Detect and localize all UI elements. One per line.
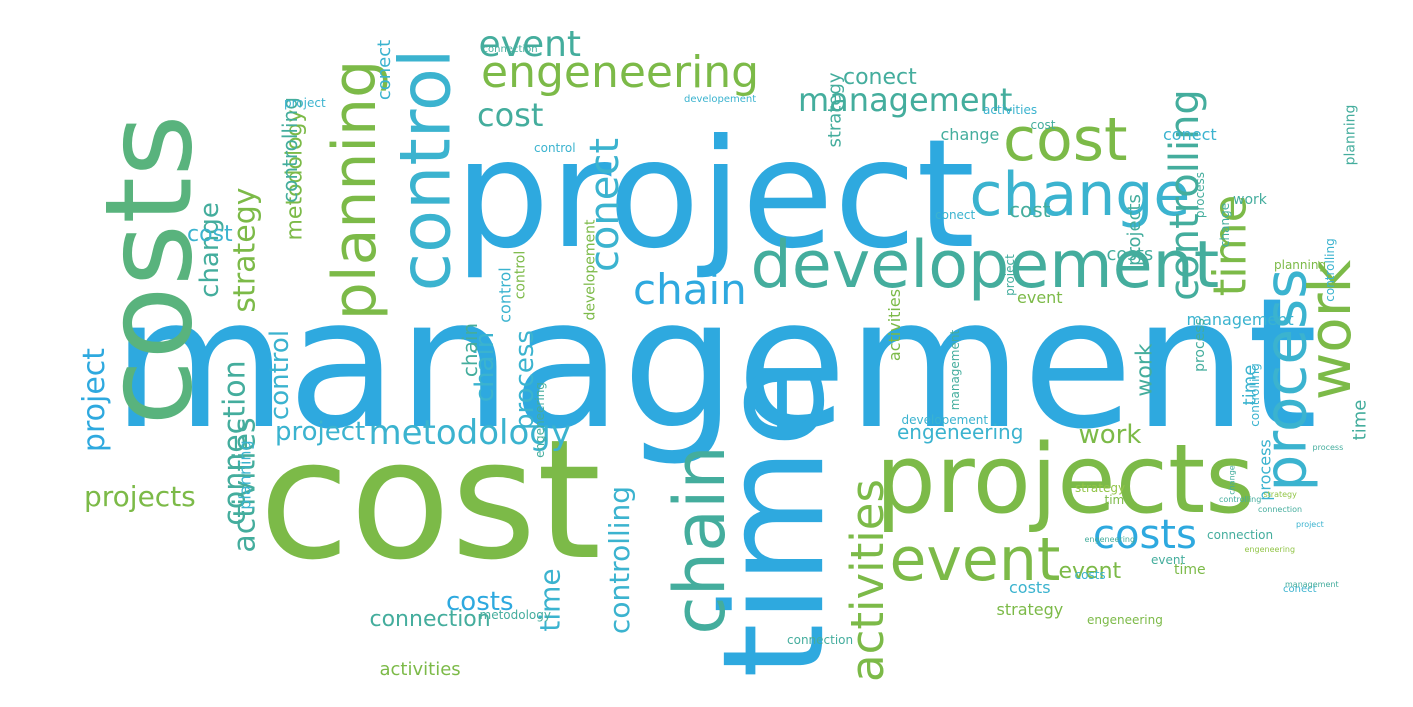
cloud-word-engeneering: engeneering	[481, 47, 760, 98]
cloud-word-developement: developement	[750, 227, 1220, 303]
cloud-word-change: change	[1227, 465, 1237, 495]
cloud-word-chain: chain	[458, 322, 483, 378]
cloud-word-change: change	[194, 202, 225, 298]
cloud-word-planning: planning	[1274, 258, 1327, 272]
cloud-word-project: project	[1002, 254, 1017, 296]
cloud-word-time: time	[1104, 493, 1132, 507]
cloud-word-management: management	[1186, 310, 1294, 329]
cloud-word-engeneering: engeneering	[1244, 545, 1296, 554]
cloud-word-conect: conect	[374, 39, 396, 101]
cloud-word-project: project	[77, 347, 113, 453]
cloud-word-event: event	[1017, 288, 1063, 307]
cloud-word-control: control	[265, 329, 296, 421]
cloud-word-project: project	[284, 96, 326, 110]
cloud-word-cost: cost	[1003, 105, 1128, 175]
cloud-word-conect: conect	[1283, 584, 1317, 595]
cloud-word-costs: costs	[1106, 244, 1154, 265]
cloud-word-activities: activities	[885, 288, 905, 362]
cloud-word-costs: costs	[446, 587, 514, 617]
cloud-word-metodology: metodology	[368, 413, 572, 453]
cloud-word-costs: costs	[1009, 578, 1051, 597]
cloud-word-costs: costs	[1074, 568, 1106, 582]
cloud-word-cost: cost	[1030, 118, 1056, 132]
cloud-word-conect: conect	[1163, 125, 1217, 144]
cloud-word-controlling: controlling	[277, 97, 302, 203]
cloud-word-strategy: strategy	[1075, 481, 1126, 495]
cloud-word-activities: activities	[379, 659, 461, 680]
cloud-word-control: control	[534, 141, 576, 155]
cloud-word-strategy: strategy	[1263, 490, 1297, 499]
cloud-word-chain: chain	[633, 265, 747, 314]
cloud-word-developement: developement	[684, 94, 757, 105]
cloud-word-conect: conect	[935, 208, 976, 222]
cloud-word-conect: conect	[843, 65, 917, 90]
cloud-word-project: project	[454, 108, 976, 282]
cloud-word-projects: projects	[84, 480, 196, 513]
cloud-word-engeneering: engeneering	[1087, 613, 1163, 627]
cloud-word-strategy: strategy	[996, 600, 1064, 619]
cloud-word-connection: connection	[482, 44, 538, 55]
cloud-word-management: management	[948, 329, 963, 411]
cloud-word-process: process	[1312, 443, 1344, 452]
cloud-word-chain: chain	[658, 445, 741, 635]
cloud-word-metodology: metodology	[479, 608, 551, 622]
cloud-word-connection: connection	[1207, 528, 1274, 542]
cloud-word-activities: activities	[840, 478, 894, 682]
cloud-word-controlling: controlling	[603, 485, 637, 635]
cloud-word-work: work	[1233, 192, 1267, 208]
cloud-word-strategy: strategy	[824, 72, 846, 148]
cloud-word-event: event	[1058, 559, 1122, 584]
cloud-word-event: event	[1151, 553, 1186, 567]
cloud-word-control: control	[495, 267, 515, 323]
cloud-word-work: work	[1132, 343, 1158, 397]
cloud-word-time: time	[533, 568, 567, 632]
cloud-word-planning: planning	[1341, 104, 1358, 166]
cloud-word-work: work	[1078, 420, 1142, 450]
cloud-word-cost: cost	[259, 403, 602, 596]
cloud-word-change: change	[969, 160, 1191, 230]
cloud-word-controlling: controlling	[1247, 363, 1262, 427]
cloud-word-project: project	[275, 417, 366, 447]
cloud-word-control: control	[383, 48, 466, 292]
cloud-word-connection: connection	[1258, 505, 1303, 514]
cloud-word-activities: activities	[983, 103, 1038, 117]
cloud-word-controlling: controlling	[1219, 495, 1262, 504]
cloud-word-developement: developement	[901, 413, 989, 427]
cloud-word-change: change	[1218, 202, 1233, 248]
cloud-word-engeneering: engeneering	[897, 420, 1024, 444]
cloud-word-connection: connection	[787, 633, 854, 647]
cloud-word-cost: cost	[1009, 198, 1051, 222]
cloud-word-event: event	[478, 24, 582, 65]
cloud-word-time: time	[1174, 562, 1206, 578]
cloud-word-cost: cost	[477, 96, 544, 134]
cloud-word-control: control	[511, 250, 528, 300]
cloud-word-cost: cost	[187, 222, 233, 247]
cloud-word-process: process	[1193, 171, 1208, 219]
cloud-word-management: management	[798, 81, 1013, 119]
cloud-word-planning: planning	[235, 440, 255, 510]
cloud-word-time: time	[1348, 399, 1370, 441]
cloud-word-change: change	[940, 125, 1000, 144]
cloud-word-project: project	[1296, 520, 1324, 529]
cloud-word-event: event	[889, 525, 1061, 595]
cloud-word-developement: developement	[581, 219, 598, 321]
cloud-word-engeneering: engeneering	[532, 382, 547, 458]
cloud-word-management: management	[112, 260, 1318, 469]
cloud-word-connection: connection	[369, 607, 491, 632]
cloud-word-engeneering: engeneering	[1084, 535, 1136, 544]
cloud-word-process: process	[1191, 318, 1208, 372]
cloud-word-management: management	[1285, 580, 1339, 589]
cloud-word-strategy: strategy	[227, 187, 263, 313]
cloud-word-costs: costs	[1093, 512, 1197, 558]
cloud-word-projects: projects	[875, 424, 1255, 535]
